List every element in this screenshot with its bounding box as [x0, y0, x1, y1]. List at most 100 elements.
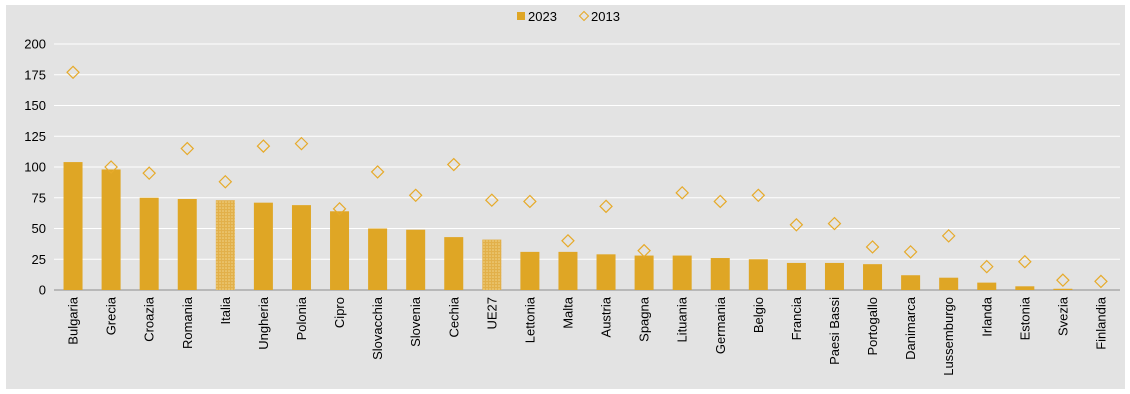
- marker-2013: [294, 136, 309, 151]
- bar-2023: [634, 255, 654, 290]
- bar-2023: [672, 255, 692, 290]
- x-category-label: Paesi Bassi: [827, 297, 842, 365]
- bar-2023: [253, 202, 273, 290]
- marker-2013: [104, 160, 118, 174]
- x-category-label: Svezia: [1055, 296, 1070, 336]
- marker-2013: [1094, 274, 1108, 289]
- y-tick-label: 75: [32, 190, 46, 205]
- bar-2023: [977, 282, 997, 290]
- y-axis: 0 25 50 75 100 125 150 175 200: [24, 37, 46, 298]
- marker-2013: [561, 233, 575, 248]
- x-category-label: Cechia: [446, 296, 461, 337]
- marker-2013: [523, 194, 537, 209]
- x-category-label: Danimarca: [903, 296, 918, 360]
- bar-2023: [139, 197, 159, 290]
- bar-2023: [863, 264, 883, 290]
- marker-2013: [446, 157, 461, 172]
- bar-2023: [444, 237, 464, 290]
- x-category-label: Slovacchia: [370, 296, 385, 360]
- bar-2023: [786, 262, 806, 290]
- x-category-label: Grecia: [104, 296, 119, 335]
- x-category-label: Belgio: [751, 297, 766, 333]
- marker-2013: [941, 229, 956, 243]
- bar-2023: [177, 198, 197, 290]
- marker-2013: [903, 245, 918, 259]
- bar-2023: [596, 254, 616, 290]
- x-category-label: Austria: [599, 296, 614, 337]
- marker-series-2013: [66, 65, 1108, 289]
- y-tick-label: 150: [24, 98, 46, 113]
- x-category-label: Portogallo: [865, 297, 880, 356]
- y-tick-label: 125: [24, 129, 46, 144]
- marker-2013: [675, 185, 690, 200]
- bar-2023: [1015, 286, 1035, 290]
- x-category-label: Lussemburgo: [941, 297, 956, 376]
- x-category-label: Francia: [789, 296, 804, 340]
- legend: 2023 2013: [517, 9, 620, 24]
- marker-2013: [332, 201, 347, 216]
- bar-2023: [558, 251, 578, 290]
- x-category-label: Lettonia: [522, 296, 537, 343]
- marker-2013: [751, 188, 766, 203]
- marker-2013: [256, 139, 271, 153]
- marker-2013: [827, 216, 842, 231]
- marker-2013: [713, 194, 728, 209]
- bar-2023: [901, 275, 921, 290]
- legend-label-2023: 2023: [528, 9, 557, 24]
- marker-2013: [789, 217, 804, 232]
- bar-2023: [101, 169, 121, 290]
- chart-area: [6, 5, 1125, 389]
- x-category-label: Polonia: [294, 296, 309, 340]
- y-tick-label: 0: [39, 283, 46, 298]
- bar-2023: [1053, 288, 1073, 290]
- x-category-label: Irlanda: [979, 296, 994, 337]
- legend-label-2013: 2013: [591, 9, 620, 24]
- bar-2023: [368, 228, 388, 290]
- legend-swatch-2013: [578, 10, 590, 22]
- marker-2013: [484, 193, 499, 208]
- bar-2023: [824, 262, 844, 290]
- bar-2023: [482, 239, 502, 290]
- x-category-label: Italia: [218, 296, 233, 324]
- legend-swatch-2023: [517, 12, 525, 20]
- x-category-label: Croazia: [142, 296, 157, 342]
- x-category-label: Lituania: [675, 296, 690, 342]
- x-category-label: Cipro: [332, 297, 347, 328]
- bar-2023: [63, 162, 83, 290]
- marker-2013: [218, 174, 233, 189]
- bar-series-2023: [63, 162, 1073, 290]
- x-category-label: Ungheria: [256, 296, 271, 350]
- bar-2023: [291, 205, 311, 290]
- marker-2013: [599, 199, 613, 214]
- y-tick-label: 200: [24, 37, 46, 52]
- x-category-label: UE27: [484, 297, 499, 330]
- marker-2013: [1017, 254, 1032, 269]
- x-category-label: Slovenia: [408, 296, 423, 347]
- y-tick-label: 50: [32, 221, 46, 236]
- bar-2023: [520, 251, 540, 290]
- marker-2013: [66, 65, 80, 80]
- y-tick-label: 25: [32, 252, 46, 267]
- x-category-label: Spagna: [637, 296, 652, 342]
- x-category-label: Estonia: [1017, 296, 1032, 340]
- y-tick-label: 175: [24, 67, 46, 82]
- gridlines: [54, 43, 1120, 291]
- marker-2013: [1056, 273, 1070, 288]
- marker-2013: [142, 166, 157, 180]
- bar-2023: [406, 229, 426, 290]
- x-category-label: Romania: [180, 296, 195, 349]
- x-axis: Bulgaria Grecia Croazia Romania Italia Ungher…: [66, 296, 1109, 376]
- marker-2013: [979, 259, 994, 274]
- bar-2023: [330, 211, 350, 290]
- x-category-label: Germania: [713, 296, 728, 354]
- y-tick-label: 100: [24, 160, 46, 175]
- bar-2023: [710, 258, 730, 290]
- bar-2023: [939, 277, 959, 290]
- bar-2023: [215, 200, 235, 290]
- x-category-label: Bulgaria: [66, 296, 81, 344]
- bar-2023: [748, 259, 768, 290]
- x-category-label: Finlandia: [1093, 296, 1108, 350]
- marker-2013: [637, 243, 651, 258]
- marker-2013: [865, 240, 880, 254]
